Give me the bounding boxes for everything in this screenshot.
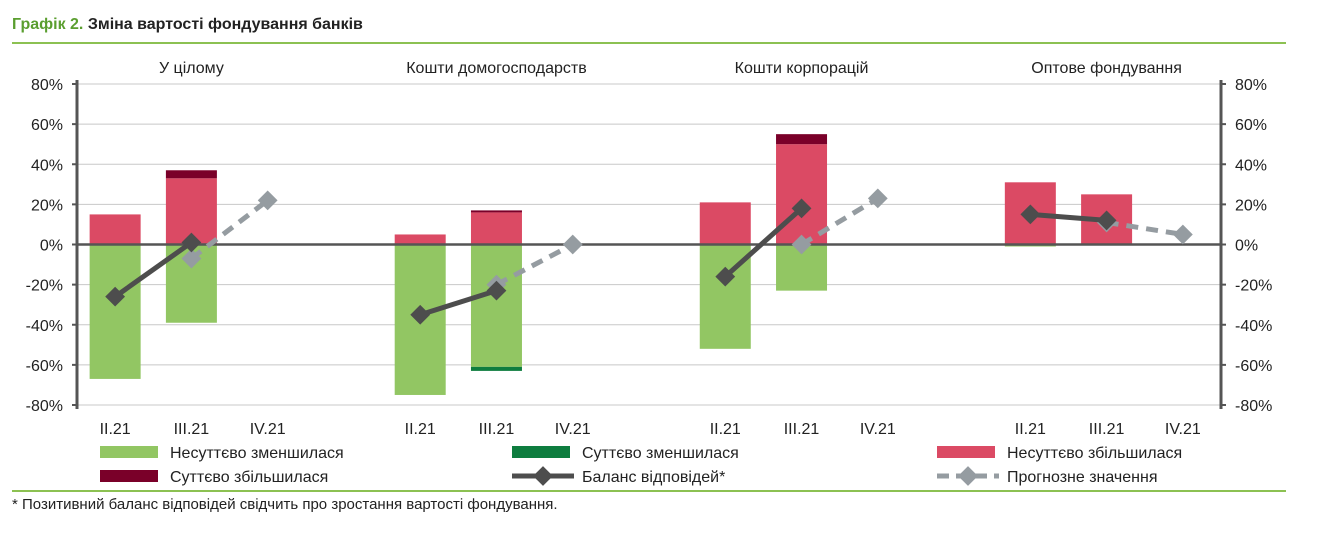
panel-title: Кошти корпорацій (735, 60, 869, 77)
forecast-point (1172, 224, 1193, 245)
bar-significantly-decreased (470, 366, 522, 371)
x-tick-label: IV.21 (250, 421, 286, 438)
y-tick-label-left: 60% (31, 117, 63, 134)
y-tick-label-right: -60% (1235, 358, 1272, 375)
forecast-point (181, 248, 202, 269)
balance-point (181, 232, 202, 253)
forecast-line (800, 196, 880, 247)
y-tick-label-right: 40% (1235, 157, 1267, 174)
balance-line (1030, 211, 1107, 223)
bar-significantly-increased (470, 210, 522, 213)
legend-swatch (100, 470, 158, 482)
x-tick-label: IV.21 (860, 421, 896, 438)
y-tick-label-right: 0% (1235, 238, 1258, 255)
x-tick-label: IV.21 (555, 421, 591, 438)
x-tick-label: IV.21 (1165, 421, 1201, 438)
x-tick-label: II.21 (1015, 421, 1046, 438)
legend-label: Суттєво зменшилася (582, 445, 739, 462)
y-tick-label-left: -40% (26, 318, 63, 335)
y-tick-label-left: -80% (26, 398, 63, 415)
y-tick-label-right: 80% (1235, 77, 1267, 94)
x-tick-label: II.21 (100, 421, 131, 438)
legend-label: Баланс відповідей* (582, 469, 725, 486)
x-tick-label: III.21 (1089, 421, 1125, 438)
forecast-point (867, 188, 888, 209)
forecast-point (562, 234, 583, 255)
y-tick-label-left: 0% (40, 238, 63, 255)
legend-label: Несуттєво збільшилася (1007, 445, 1182, 462)
bar-slightly-increased (776, 144, 828, 245)
y-tick-label-left: 20% (31, 197, 63, 214)
legend-swatch (512, 446, 570, 458)
x-tick-label: III.21 (784, 421, 820, 438)
bar-slightly-decreased (89, 244, 141, 379)
x-tick-label: III.21 (479, 421, 515, 438)
balance-point (410, 304, 431, 325)
bar-slightly-increased (699, 202, 751, 245)
legend-swatch (937, 446, 995, 458)
bar-slightly-decreased (470, 244, 522, 367)
x-tick-label: III.21 (174, 421, 210, 438)
y-tick-label-left: -60% (26, 358, 63, 375)
bar-slightly-increased (470, 212, 522, 245)
balance-line (113, 240, 193, 299)
x-tick-label: II.21 (405, 421, 436, 438)
y-tick-label-right: 20% (1235, 197, 1267, 214)
forecast-line (495, 242, 574, 287)
forecast-point (257, 190, 278, 211)
y-tick-label-left: -20% (26, 278, 63, 295)
title-text: Зміна вартості фондування банків (87, 16, 363, 33)
footnote: * Позитивний баланс відповідей свідчить … (12, 496, 558, 513)
bar-slightly-increased (89, 214, 141, 245)
y-tick-label-left: 80% (31, 77, 63, 94)
balance-line (419, 288, 498, 318)
x-tick-label: II.21 (710, 421, 741, 438)
bar-significantly-increased (165, 170, 217, 179)
balance-line (723, 206, 804, 279)
legend-label: Прогнозне значення (1007, 469, 1158, 486)
balance-point (105, 286, 126, 307)
y-tick-label-right: -20% (1235, 278, 1272, 295)
balance-point (486, 280, 507, 301)
forecast-line (189, 198, 270, 261)
legend-marker (533, 466, 553, 486)
y-tick-label-right: 60% (1235, 117, 1267, 134)
chart-title: Графік 2. Зміна вартості фондування банк… (12, 16, 363, 34)
y-tick-label-right: -40% (1235, 318, 1272, 335)
panel-title: Кошти домогосподарств (406, 60, 586, 77)
top-rule (12, 42, 1286, 44)
bar-significantly-increased (776, 134, 828, 145)
balance-point (715, 266, 736, 287)
y-tick-label-left: 40% (31, 157, 63, 174)
y-tick-label-right: -80% (1235, 398, 1272, 415)
legend-swatch (100, 446, 158, 458)
legend-label: Суттєво збільшилася (170, 469, 328, 486)
legend-label: Несуттєво зменшилася (170, 445, 344, 462)
panel-title: У цілому (159, 60, 224, 77)
forecast-line (1106, 219, 1184, 237)
panel-title: Оптове фондування (1031, 60, 1182, 77)
bar-slightly-increased (394, 234, 446, 245)
legend-marker (958, 466, 978, 486)
balance-point (1096, 210, 1117, 231)
title-prefix: Графік 2. (12, 16, 84, 33)
bottom-rule (12, 490, 1286, 492)
